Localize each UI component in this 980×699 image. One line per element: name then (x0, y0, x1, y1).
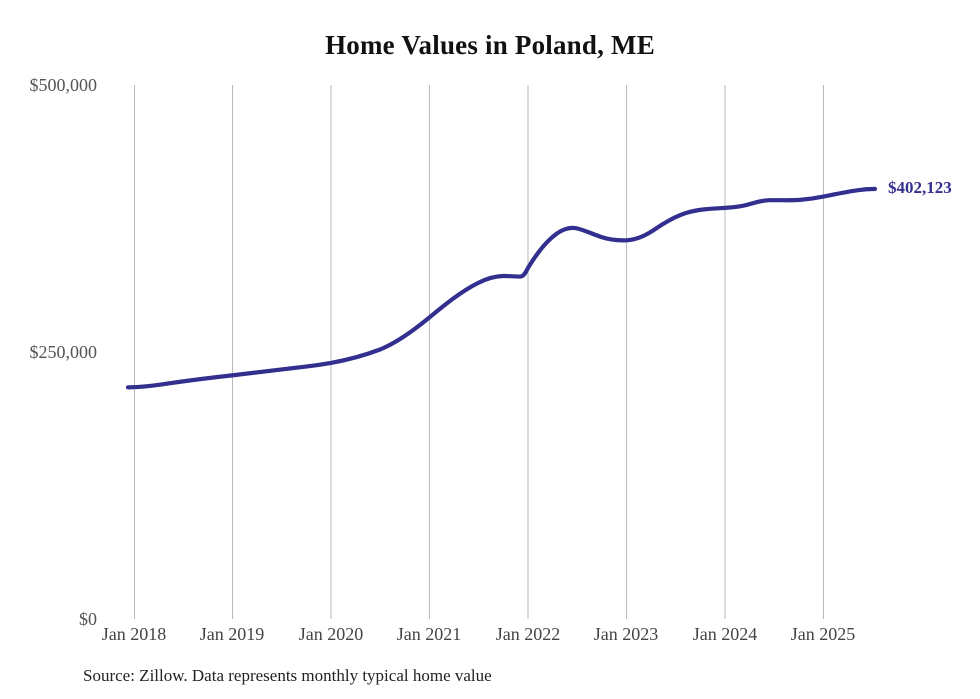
x-axis-tick-label-jan-2021: Jan 2021 (396, 624, 462, 644)
x-axis-tick-label-jan-2022: Jan 2022 (495, 624, 561, 644)
source-note: Source: Zillow. Data represents monthly … (83, 666, 492, 685)
x-axis-tick-label-jan-2019: Jan 2019 (199, 624, 265, 644)
x-axis-tick-label-jan-2025: Jan 2025 (790, 624, 856, 644)
end-value-annotation: $402,123 (888, 178, 952, 197)
x-axis-tick-label-jan-2020: Jan 2020 (298, 624, 364, 644)
y-axis-tick-label-0: $0 (79, 609, 97, 629)
gridlines (134, 85, 824, 619)
series-line-typical-home-value (125, 186, 878, 390)
x-axis-tick-label-jan-2024: Jan 2024 (692, 624, 758, 644)
chart-title: Home Values in Poland, ME (325, 30, 655, 60)
y-axis-tick-label-500000: $500,000 (29, 75, 98, 95)
y-axis-tick-label-250000: $250,000 (29, 342, 98, 362)
x-axis-tick-label-jan-2023: Jan 2023 (593, 624, 659, 644)
x-axis-tick-label-jan-2018: Jan 2018 (101, 624, 167, 644)
